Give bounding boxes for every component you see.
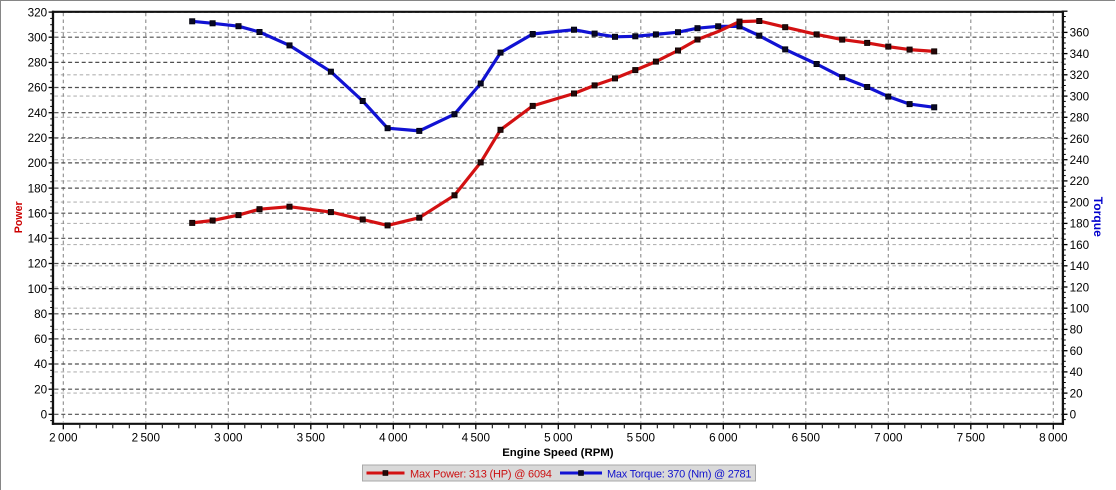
svg-text:5 500: 5 500 — [627, 432, 656, 445]
svg-text:0: 0 — [41, 409, 48, 422]
svg-text:180: 180 — [28, 182, 48, 195]
svg-text:260: 260 — [28, 82, 48, 95]
svg-text:240: 240 — [1070, 154, 1090, 167]
svg-text:4 500: 4 500 — [462, 432, 491, 445]
svg-text:40: 40 — [1070, 366, 1084, 379]
svg-text:100: 100 — [1070, 303, 1090, 316]
svg-text:Engine Speed (RPM): Engine Speed (RPM) — [502, 447, 614, 459]
svg-text:300: 300 — [1070, 90, 1090, 103]
svg-text:3 000: 3 000 — [214, 432, 243, 445]
svg-text:6 000: 6 000 — [709, 432, 738, 445]
svg-text:2 500: 2 500 — [132, 432, 161, 445]
svg-text:280: 280 — [1070, 112, 1090, 125]
svg-text:80: 80 — [34, 308, 48, 321]
svg-text:320: 320 — [1070, 69, 1090, 82]
svg-text:60: 60 — [34, 333, 48, 346]
svg-text:120: 120 — [28, 258, 48, 271]
svg-text:Torque: Torque — [1091, 197, 1105, 237]
svg-text:220: 220 — [28, 132, 48, 145]
svg-text:200: 200 — [28, 157, 48, 170]
svg-text:160: 160 — [1070, 239, 1090, 252]
svg-text:20: 20 — [34, 383, 48, 396]
svg-text:0: 0 — [1070, 409, 1077, 422]
svg-text:340: 340 — [1070, 48, 1090, 61]
svg-text:220: 220 — [1070, 175, 1090, 188]
svg-text:160: 160 — [28, 207, 48, 220]
svg-text:Power: Power — [13, 201, 25, 233]
svg-text:7 000: 7 000 — [874, 432, 903, 445]
svg-text:200: 200 — [1070, 196, 1090, 209]
svg-text:260: 260 — [1070, 133, 1090, 146]
svg-text:300: 300 — [28, 31, 48, 44]
svg-text:120: 120 — [1070, 281, 1090, 294]
svg-text:20: 20 — [1070, 387, 1084, 400]
svg-text:140: 140 — [28, 233, 48, 246]
svg-text:Max Torque: 370 (Nm) @ 2781: Max Torque: 370 (Nm) @ 2781 — [607, 468, 751, 480]
svg-text:100: 100 — [28, 283, 48, 296]
svg-text:40: 40 — [34, 358, 48, 371]
svg-text:5 000: 5 000 — [544, 432, 573, 445]
svg-text:7 500: 7 500 — [957, 432, 986, 445]
svg-text:320: 320 — [28, 6, 48, 19]
svg-text:360: 360 — [1070, 27, 1090, 40]
svg-text:280: 280 — [28, 57, 48, 70]
svg-text:240: 240 — [28, 107, 48, 120]
svg-text:8 000: 8 000 — [1039, 432, 1068, 445]
svg-text:3 500: 3 500 — [297, 432, 326, 445]
svg-text:2 000: 2 000 — [49, 432, 78, 445]
svg-text:Max Power: 313 (HP) @ 6094: Max Power: 313 (HP) @ 6094 — [410, 468, 552, 480]
svg-text:180: 180 — [1070, 218, 1090, 231]
svg-text:4 000: 4 000 — [379, 432, 408, 445]
svg-text:6 500: 6 500 — [792, 432, 821, 445]
svg-text:80: 80 — [1070, 324, 1084, 337]
svg-text:140: 140 — [1070, 260, 1090, 273]
svg-text:60: 60 — [1070, 345, 1084, 358]
